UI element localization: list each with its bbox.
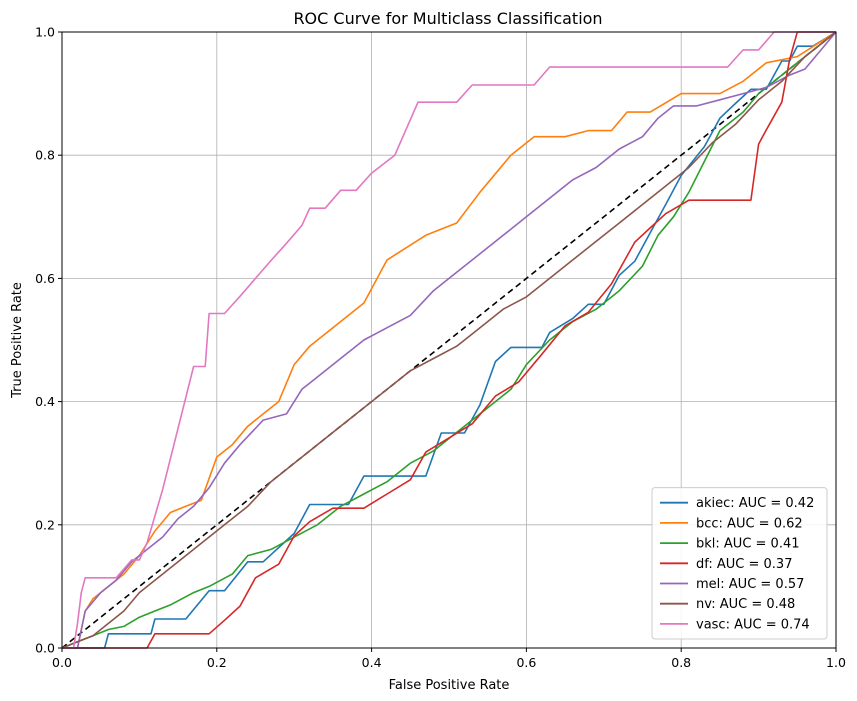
chart-title: ROC Curve for Multiclass Classification (293, 9, 602, 28)
legend-label: vasc: AUC = 0.74 (696, 617, 810, 632)
y-tick-label: 0.2 (35, 517, 55, 532)
series-line-bkl (61, 31, 837, 649)
y-tick-label: 0.4 (35, 394, 55, 409)
legend-box (651, 487, 828, 640)
x-tick-label: 0.6 (516, 655, 536, 670)
y-axis-label: True Positive Rate (10, 282, 25, 399)
x-tick-label: 1.0 (826, 655, 846, 670)
legend-label: df: AUC = 0.37 (696, 557, 792, 572)
y-axis-ticks: 0.0 0.2 0.4 0.6 0.8 1.0 (35, 25, 62, 656)
legend-label: nv: AUC = 0.48 (696, 597, 795, 612)
x-axis-label: False Positive Rate (389, 678, 510, 693)
series-line-akiec (62, 31, 837, 649)
legend-label: bcc: AUC = 0.62 (696, 516, 803, 531)
diagonal-reference (61, 31, 837, 649)
series-line-df (62, 31, 836, 649)
y-tick-label: 0.6 (35, 271, 55, 286)
x-axis-ticks: 0.0 0.2 0.4 0.6 0.8 1.0 (52, 648, 846, 670)
x-tick-label: 0.8 (671, 655, 691, 670)
x-tick-label: 0.0 (52, 655, 72, 670)
y-tick-label: 1.0 (35, 25, 55, 40)
x-tick-label: 0.2 (207, 655, 227, 670)
series-line-nv (61, 31, 837, 649)
diagonal-line (61, 31, 837, 649)
y-tick-label: 0.0 (35, 641, 55, 656)
y-tick-label: 0.8 (35, 148, 55, 163)
x-tick-label: 0.4 (362, 655, 382, 670)
series-line-vasc (62, 31, 836, 649)
legend-label: akiec: AUC = 0.42 (696, 496, 814, 511)
series-line-mel (62, 31, 837, 649)
legend-label: bkl: AUC = 0.41 (696, 537, 800, 552)
series-lines (61, 31, 837, 649)
plot-frame (61, 31, 837, 649)
legend: akiec: AUC = 0.42 bcc: AUC = 0.62 bkl: AUC… (651, 487, 828, 640)
legend-label: mel: AUC = 0.57 (696, 577, 804, 592)
